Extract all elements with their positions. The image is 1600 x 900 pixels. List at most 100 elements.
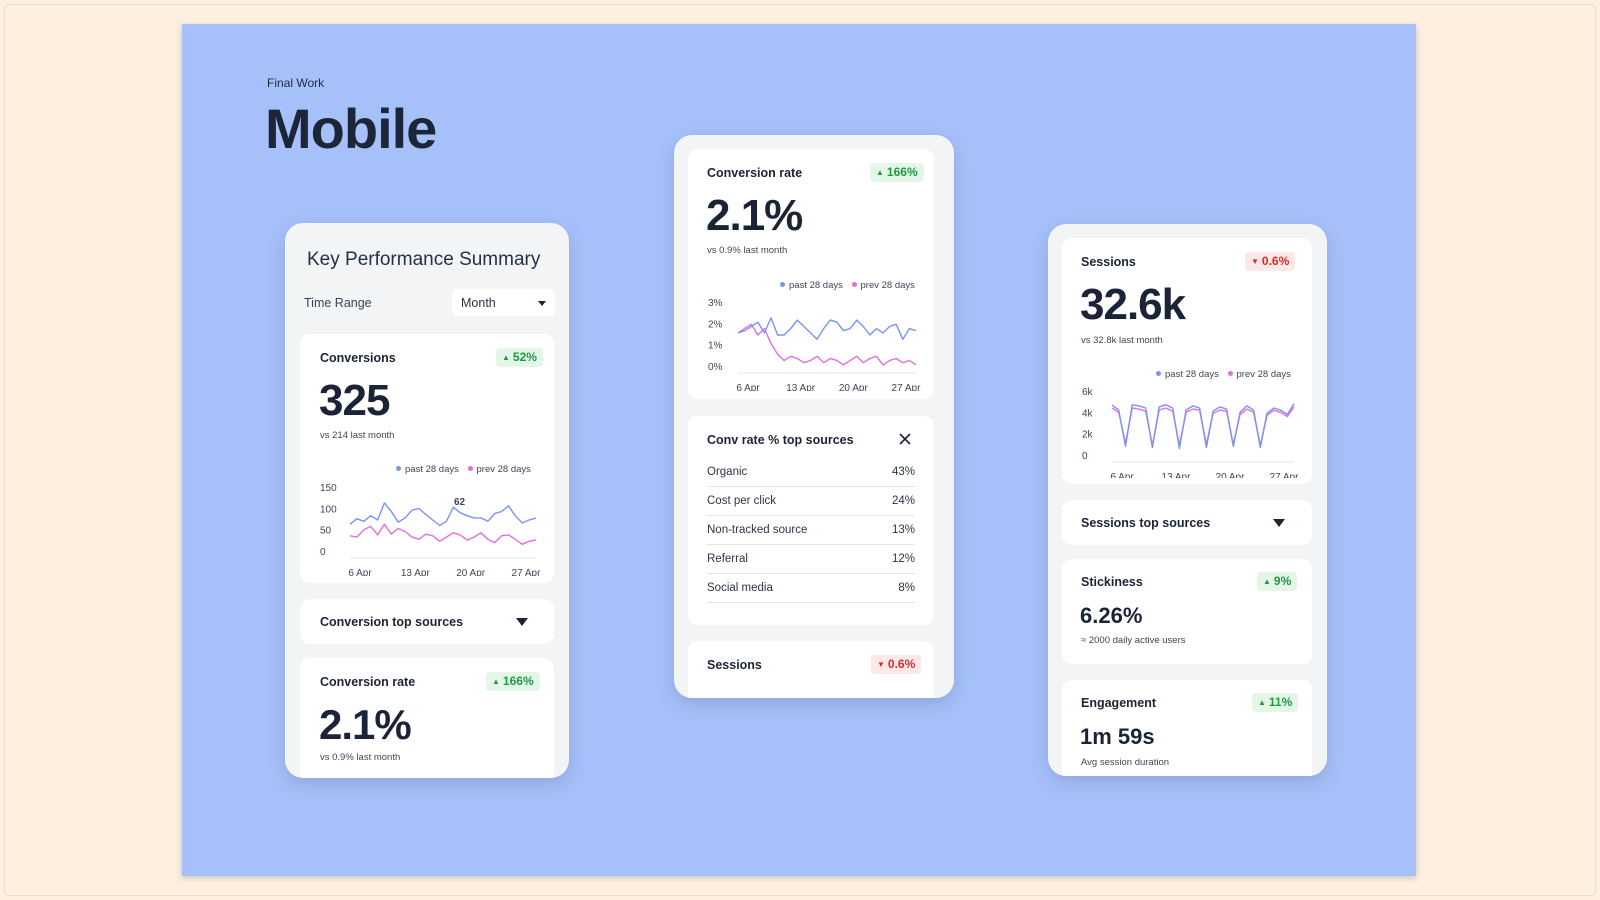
y-tick-label: 4k: [1082, 408, 1094, 419]
row-divider: [707, 486, 915, 487]
x-tick-label: 27 Apr: [892, 383, 922, 391]
conversions-badge: ▲ 52%: [496, 348, 543, 367]
legend-past-dot: [396, 466, 401, 471]
middle-phone-screen: Conversion rate ▲ 166% 2.1% vs 0.9% last …: [674, 135, 954, 698]
conversions-label: Conversions: [320, 351, 396, 365]
legend-past-label: past 28 days: [1165, 369, 1219, 380]
sessions-card[interactable]: Sessions ▼ 0.6% 32.6k vs 32.8k last month…: [1062, 238, 1312, 484]
left-conversion-rate-label: Conversion rate: [320, 675, 416, 689]
y-tick-label: 0%: [708, 362, 723, 373]
sessions-value: 32.6k: [1080, 280, 1186, 329]
stickiness-badge: ▲ 9%: [1257, 572, 1298, 591]
conversions-legend: past 28 days prev 28 days: [396, 464, 531, 475]
conversion-rate-chart: 3% 2% 1% 0% 6 Apr 13 Apr 20 Apr 27 Apr: [708, 298, 922, 391]
conversion-top-sources-label: Conversion top sources: [320, 615, 464, 629]
legend-prev-dot: [1227, 371, 1233, 376]
sessions-top-sources-card[interactable]: Sessions top sources: [1062, 500, 1312, 545]
time-range-label: Time Range: [304, 296, 372, 310]
legend-prev-label: prev 28 days: [476, 464, 531, 475]
arrow-up-icon: ▲: [876, 168, 884, 177]
arrow-up-icon: ▲: [492, 677, 500, 686]
legend-past-dot: [780, 282, 785, 287]
legend-prev-label: prev 28 days: [860, 280, 915, 291]
prev-28-days-series-line: [737, 323, 917, 366]
prev-28-days-series-line: [349, 523, 537, 546]
conversions-value: 325: [319, 376, 390, 425]
legend-prev-dot: [851, 282, 857, 287]
arrow-up-icon: ▲: [1258, 698, 1266, 707]
stickiness-sub: ≈ 2000 daily active users: [1081, 635, 1186, 646]
slide-eyebrow: Final Work: [267, 76, 325, 90]
sessions-sub: vs 32.8k last month: [1081, 335, 1163, 346]
engagement-card[interactable]: Engagement ▲ 11% 1m 59s Avg session durat…: [1062, 680, 1312, 776]
arrow-down-icon: ▼: [877, 660, 885, 669]
chevron-down-icon[interactable]: [1273, 519, 1285, 527]
row-divider: [707, 602, 915, 603]
conversions-annotation: 62: [454, 497, 466, 508]
y-tick-label: 3%: [708, 298, 723, 309]
sessions-peek-badge: ▼ 0.6%: [871, 655, 922, 674]
sessions-top-sources-label: Sessions top sources: [1081, 516, 1211, 530]
x-tick-label: 20 Apr: [456, 568, 486, 576]
y-tick-label: 50: [320, 526, 332, 537]
conversion-rate-badge: ▲ 166%: [870, 163, 924, 182]
y-tick-label: 6k: [1082, 387, 1094, 398]
past-28-days-series-line: [349, 502, 537, 527]
time-range-select[interactable]: Month: [452, 289, 555, 316]
x-tick-label: 20 Apr: [839, 383, 869, 391]
legend-past-label: past 28 days: [405, 464, 459, 475]
x-tick-label: 6 Apr: [736, 383, 760, 391]
x-tick-label: 6 Apr: [348, 568, 372, 576]
left-conversion-rate-value: 2.1%: [319, 701, 412, 748]
source-row-label: Organic: [707, 466, 748, 478]
row-divider: [707, 573, 915, 574]
arrow-up-icon: ▲: [1263, 577, 1271, 586]
close-icon[interactable]: [899, 433, 911, 445]
caret-down-icon: [538, 301, 546, 306]
stickiness-card[interactable]: Stickiness ▲ 9% 6.26% ≈ 2000 daily active…: [1062, 559, 1312, 664]
stickiness-value: 6.26%: [1080, 603, 1143, 628]
stickiness-label: Stickiness: [1081, 575, 1143, 589]
y-tick-label: 150: [320, 483, 337, 494]
y-tick-label: 2k: [1082, 430, 1094, 441]
arrow-up-icon: ▲: [502, 353, 510, 362]
summary-title: Key Performance Summary: [307, 249, 541, 270]
engagement-badge: ▲ 11%: [1252, 693, 1299, 712]
conversion-rate-card[interactable]: Conversion rate ▲ 166% 2.1% vs 0.9% last …: [688, 149, 934, 399]
engagement-sub: Avg session duration: [1081, 757, 1170, 768]
slide-title: Mobile: [265, 97, 437, 160]
sessions-peek-label: Sessions: [707, 658, 762, 672]
source-row-value: 12%: [891, 553, 915, 565]
past-28-days-series-line: [1111, 403, 1295, 450]
conversions-sub: vs 214 last month: [320, 430, 395, 441]
right-phone-screen: Sessions ▼ 0.6% 32.6k vs 32.8k last month…: [1048, 224, 1327, 776]
conversions-card[interactable]: Conversions ▲ 52% 325 vs 214 last month p…: [300, 334, 554, 583]
x-tick-label: 6 Apr: [1110, 472, 1134, 478]
source-row-label: Referral: [707, 553, 748, 565]
x-tick-label: 13 Apr: [401, 568, 431, 576]
sessions-badge: ▼ 0.6%: [1245, 252, 1296, 271]
conversions-chart: 150 100 50 0 6 Apr 13 Apr 20 Apr 27 Apr: [320, 483, 542, 576]
conversion-top-sources-card[interactable]: Conversion top sources: [300, 599, 554, 644]
source-row-label: Social media: [707, 582, 773, 594]
conversion-rate-legend: past 28 days prev 28 days: [780, 280, 915, 291]
left-conversion-rate-card[interactable]: Conversion rate ▲ 166% 2.1% vs 0.9% last …: [300, 658, 554, 778]
source-row-value: 8%: [898, 582, 915, 594]
x-tick-label: 27 Apr: [512, 568, 542, 576]
legend-prev-dot: [467, 466, 473, 471]
source-row-value: 13%: [891, 524, 915, 536]
y-tick-label: 1%: [708, 341, 723, 352]
y-tick-label: 2%: [708, 319, 723, 330]
source-row-value: 43%: [891, 466, 915, 478]
slide-canvas: Final Work Mobile Key Performance Summar…: [182, 24, 1416, 876]
sessions-legend: past 28 days prev 28 days: [1156, 369, 1291, 380]
legend-prev-label: prev 28 days: [1236, 369, 1291, 380]
arrow-down-icon: ▼: [1251, 257, 1259, 266]
x-tick-label: 13 Apr: [786, 383, 816, 391]
x-tick-label: 20 Apr: [1216, 472, 1246, 478]
sessions-peek-card[interactable]: Sessions ▼ 0.6%: [688, 641, 934, 698]
legend-past-label: past 28 days: [789, 280, 843, 291]
chevron-down-icon[interactable]: [516, 618, 528, 626]
left-phone-screen: Key Performance Summary Time Range Month…: [285, 223, 569, 778]
source-row-label: Non-tracked source: [707, 524, 808, 536]
